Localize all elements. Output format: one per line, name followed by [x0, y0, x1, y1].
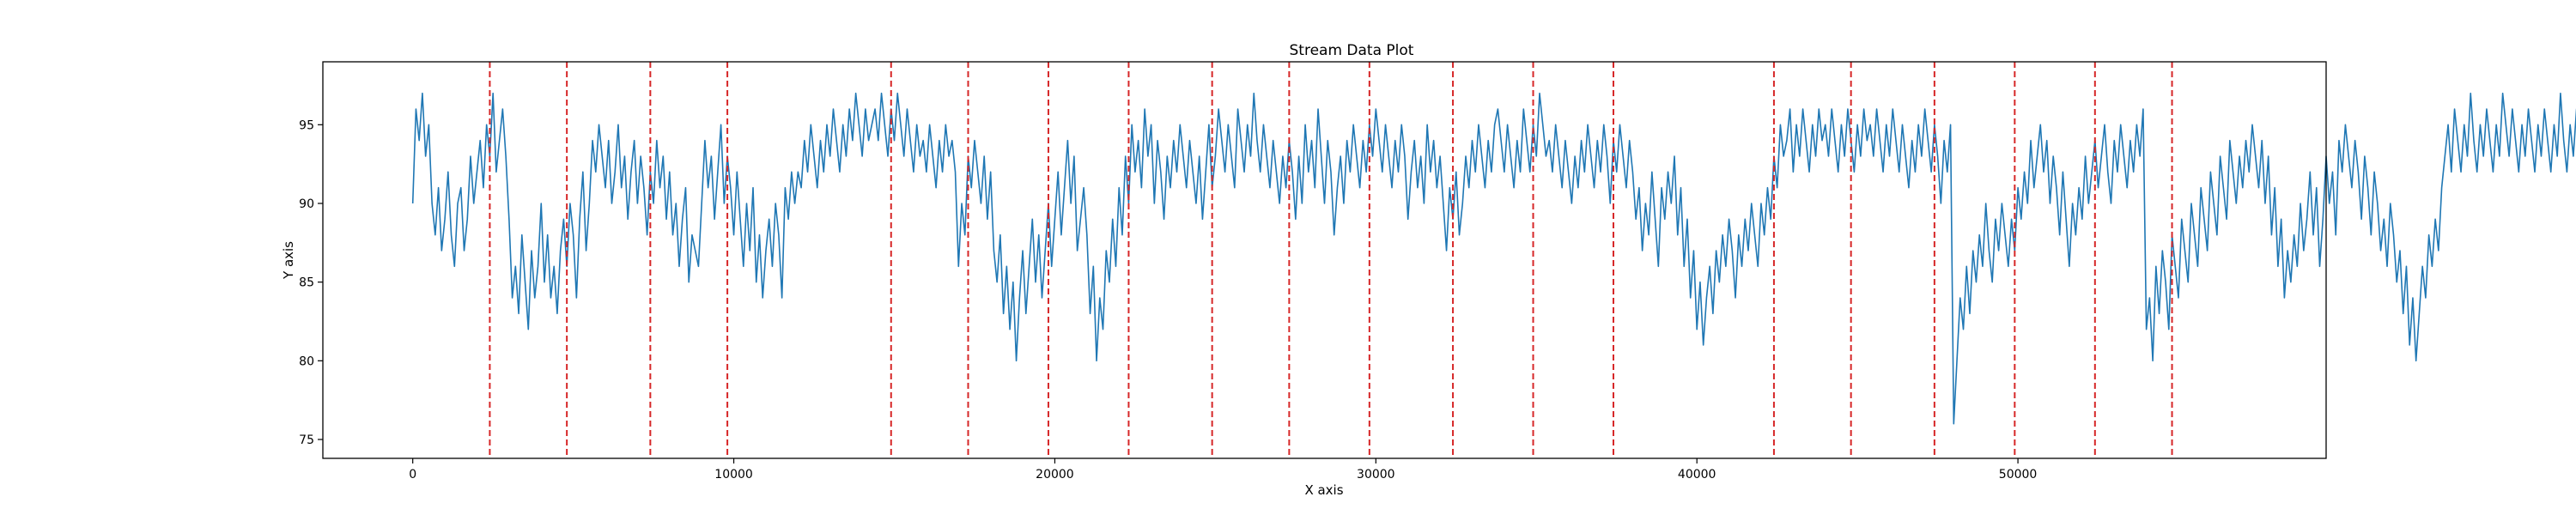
axes: 0 10000 20000 30000 40000 50000 75 80 85 90 95: [299, 118, 2037, 482]
x-axis-label: X axis: [1304, 482, 1343, 498]
chart-title: Stream Data Plot: [1290, 42, 1414, 59]
series-line-0: [411, 92, 2576, 425]
plot-area: [411, 62, 2576, 458]
y-tick-label: 75: [299, 433, 314, 447]
y-axis-label: Y axis: [281, 241, 296, 280]
plot-frame: [322, 61, 2327, 459]
y-tick-label: 85: [299, 276, 314, 290]
x-tick-label: 0: [409, 468, 416, 482]
x-tick-label: 10000: [714, 468, 753, 482]
y-tick-label: 80: [299, 354, 314, 368]
x-tick-label: 30000: [1357, 468, 1395, 482]
y-tick-label: 90: [299, 197, 314, 211]
x-tick-label: 20000: [1036, 468, 1074, 482]
x-tick-label: 40000: [1678, 468, 1716, 482]
y-tick-label: 95: [299, 118, 314, 132]
x-tick-label: 50000: [1999, 468, 2038, 482]
